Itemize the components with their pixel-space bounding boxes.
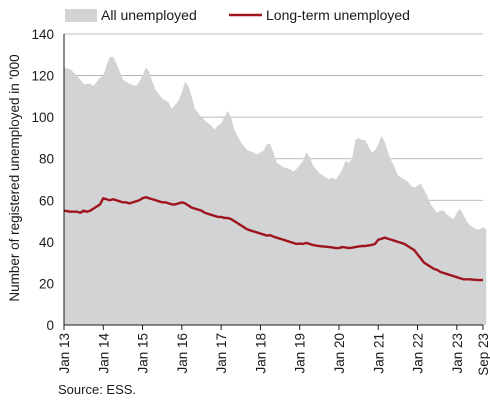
plot-area <box>63 56 487 326</box>
legend-label-all-unemployed: All unemployed <box>101 7 197 23</box>
x-tick-label: Sep 23 <box>476 333 490 376</box>
y-tick-label: 20 <box>39 276 54 291</box>
y-tick-label: 100 <box>31 110 54 125</box>
x-tick-label: Jan 17 <box>214 333 229 374</box>
x-tick-label: Jan 23 <box>450 333 465 374</box>
x-tick-label: Jan 19 <box>293 333 308 374</box>
x-tick-label: Jan 16 <box>175 333 190 374</box>
legend-label-long-term-unemployed: Long-term unemployed <box>266 7 410 23</box>
axes: 0 20 40 60 80 100 120 140 Jan 13 Jan 14 Jan 15 Jan … <box>31 27 490 376</box>
y-tick-label: 80 <box>39 152 54 167</box>
y-tick-label: 120 <box>31 69 54 84</box>
series-all-unemployed-area <box>64 56 487 326</box>
x-tick-label: Jan 15 <box>136 333 151 374</box>
y-tick-label: 40 <box>39 235 54 250</box>
y-tick-label: 0 <box>46 318 54 333</box>
x-tick-label: Jan 14 <box>96 333 111 374</box>
series-long-term-unemployed-line <box>63 195 483 282</box>
source-note: Source: ESS. <box>58 382 137 397</box>
y-tick-label: 60 <box>39 193 54 208</box>
x-tick-label: Jan 13 <box>57 333 72 374</box>
x-tick-label: Jan 22 <box>411 333 426 374</box>
x-tick-label: Jan 18 <box>253 333 268 374</box>
y-axis-title: Number of registered unemployed in '000 <box>7 54 22 301</box>
legend-swatch-all-unemployed <box>65 9 97 22</box>
legend: All unemployed Long-term unemployed <box>65 7 410 23</box>
y-tick-label: 140 <box>31 27 54 42</box>
x-tick-label: Jan 20 <box>332 333 347 374</box>
x-tick-label: Jan 21 <box>371 333 386 374</box>
